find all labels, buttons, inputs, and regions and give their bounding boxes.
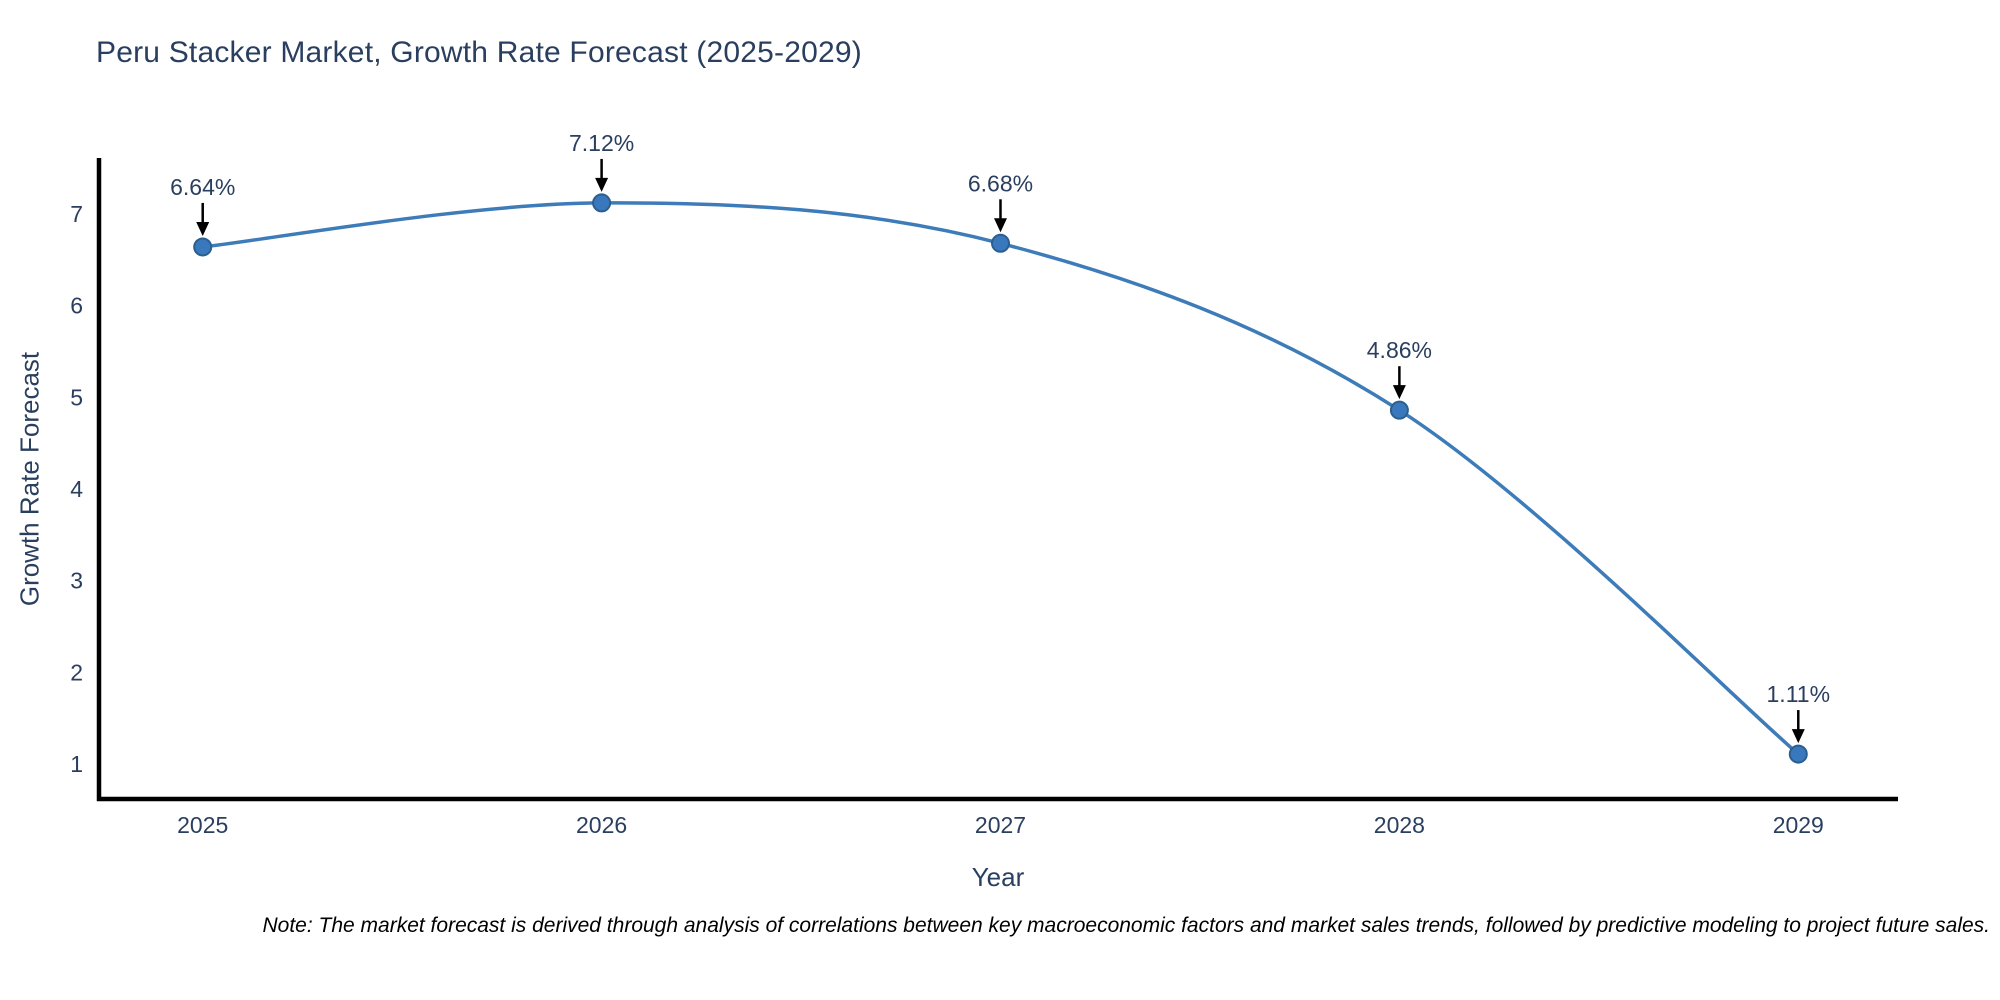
y-tick-label: 7 [70, 201, 83, 227]
annotation-arrowhead-icon [1392, 385, 1406, 400]
data-point-2027[interactable] [990, 233, 1010, 253]
x-tick-label: 2029 [1773, 812, 1824, 838]
annotation-label: 6.64% [170, 174, 235, 200]
annotation-label: 4.86% [1367, 337, 1432, 363]
data-point-2029[interactable] [1788, 744, 1808, 764]
y-tick-label: 4 [70, 476, 83, 502]
x-axis-title: Year [971, 862, 1025, 892]
y-tick-label: 2 [70, 659, 83, 685]
x-tick-label: 2025 [177, 812, 228, 838]
data-point-2025[interactable] [193, 237, 213, 257]
annotation-label: 7.12% [569, 130, 634, 156]
annotation-label: 1.11% [1767, 681, 1831, 707]
footnote: Note: The market forecast is derived thr… [262, 914, 1991, 937]
annotation-arrowhead-icon [595, 177, 609, 192]
y-tick-label: 6 [70, 293, 83, 319]
annotation-arrowhead-icon [1791, 729, 1805, 744]
x-tick-label: 2027 [975, 812, 1026, 838]
y-tick-label: 3 [70, 568, 83, 594]
axis-spine [96, 158, 1898, 802]
annotation-arrowhead-icon [993, 218, 1007, 233]
annotation-label: 6.68% [968, 170, 1033, 196]
chart-title: Peru Stacker Market, Growth Rate Forecas… [96, 36, 862, 69]
annotation-arrowhead-icon [196, 221, 210, 236]
y-tick-label: 5 [70, 384, 83, 410]
y-tick-label: 1 [70, 751, 83, 777]
data-point-2026[interactable] [592, 193, 612, 213]
data-point-2028[interactable] [1389, 400, 1409, 420]
series-line [202, 201, 1800, 756]
x-tick-label: 2028 [1374, 812, 1425, 838]
x-tick-label: 2026 [576, 812, 627, 838]
y-axis-title: Growth Rate Forecast [14, 351, 45, 607]
